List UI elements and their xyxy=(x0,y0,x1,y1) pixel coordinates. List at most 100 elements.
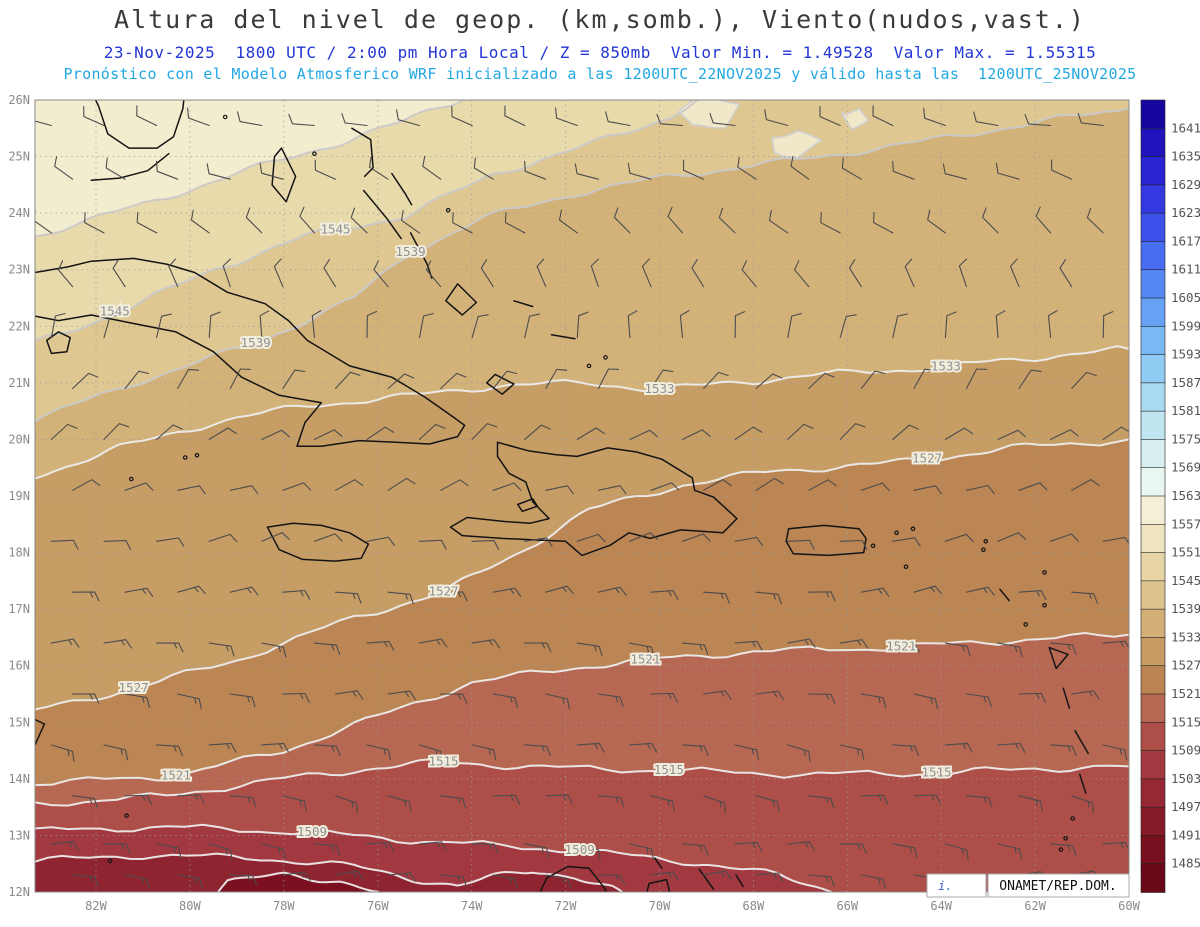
wind-barb xyxy=(136,211,158,234)
wind-barb xyxy=(734,536,764,547)
wind-barb xyxy=(418,744,443,762)
wind-barb xyxy=(156,537,185,547)
wind-barb xyxy=(839,539,868,550)
island-dot xyxy=(870,543,876,549)
colorbar-segment xyxy=(1140,552,1166,582)
wind-barb xyxy=(259,310,270,339)
wind-barb xyxy=(860,874,887,890)
wind-barb xyxy=(769,209,789,234)
colorbar-label: 1509 xyxy=(1171,743,1200,758)
wind-barb xyxy=(892,424,920,440)
coastline xyxy=(45,331,71,355)
lat-axis-label: 16N xyxy=(8,659,30,673)
wind-barb xyxy=(892,843,918,859)
wind-barb xyxy=(313,642,341,656)
wind-barb xyxy=(366,744,392,761)
wind-barb xyxy=(892,313,909,339)
contour-label: 1527 xyxy=(119,680,149,695)
colorbar-segment xyxy=(1140,382,1166,412)
wind-barb xyxy=(913,485,943,495)
shade-band xyxy=(35,108,1129,479)
wind-barb xyxy=(1071,690,1100,700)
wind-barb xyxy=(958,258,968,288)
wind-barb xyxy=(418,539,447,550)
colorbar-label: 1623 xyxy=(1171,205,1200,220)
wind-barb xyxy=(703,591,730,604)
contour-label: 1545 xyxy=(320,222,350,237)
shade-band xyxy=(35,100,1129,422)
wind-barb xyxy=(440,372,467,390)
wind-barb xyxy=(50,638,80,648)
island-dot xyxy=(983,538,989,544)
wind-barb xyxy=(334,870,364,880)
wind-barb xyxy=(1018,369,1042,390)
wind-barb xyxy=(136,105,158,127)
island-dot xyxy=(312,151,317,157)
lon-axis-label: 74W xyxy=(461,899,483,913)
contour-line xyxy=(35,100,699,342)
wind-barb xyxy=(1018,482,1048,491)
wind-barb xyxy=(755,373,783,390)
island-dot xyxy=(1042,570,1047,575)
wind-barb xyxy=(524,843,550,859)
wind-barb xyxy=(734,426,763,440)
wind-barb xyxy=(1009,258,1020,288)
wind-barb xyxy=(629,742,658,753)
wind-barb xyxy=(1102,536,1129,545)
colorbar-segment xyxy=(1140,127,1166,158)
wind-barb xyxy=(323,259,337,288)
lat-axis-label: 25N xyxy=(8,150,30,164)
wind-barb xyxy=(860,370,886,390)
wind-barb xyxy=(1102,841,1129,851)
contour-label: 1509 xyxy=(565,842,595,857)
wind-barb xyxy=(734,311,746,339)
logo-box xyxy=(926,873,987,898)
wind-barb xyxy=(504,105,526,127)
colorbar-label: 1557 xyxy=(1171,516,1200,531)
colorbar-label: 1491 xyxy=(1171,827,1200,842)
high-patch xyxy=(841,107,870,131)
colorbar-segment xyxy=(1140,297,1166,328)
wind-barb xyxy=(313,843,341,856)
wind-barb xyxy=(995,162,1020,180)
wind-barb xyxy=(965,368,988,390)
wind-barb xyxy=(650,692,679,703)
wind-barb xyxy=(872,105,894,127)
wind-barb xyxy=(860,693,887,708)
wind-barb xyxy=(155,160,179,180)
wind-barb xyxy=(808,591,836,602)
lon-axis-label: 64W xyxy=(930,899,952,913)
wind-barb xyxy=(913,693,939,710)
wind-barb xyxy=(1018,795,1043,812)
wind-barb xyxy=(440,874,467,887)
colorbar-segment xyxy=(1140,693,1166,724)
coastline xyxy=(485,373,515,395)
wind-barb xyxy=(288,113,315,127)
wind-barb xyxy=(400,209,421,234)
wind-barb xyxy=(629,642,655,658)
wind-barb xyxy=(282,795,307,812)
coastline xyxy=(391,172,413,206)
wind-barb xyxy=(299,206,315,234)
wind-barb xyxy=(50,423,78,440)
contour-label: 1533 xyxy=(931,359,961,374)
wind-barb xyxy=(839,423,866,440)
colorbar-segment xyxy=(1140,665,1166,695)
colorbar-label: 1533 xyxy=(1171,629,1200,644)
wind-barb xyxy=(703,479,732,491)
wind-barb xyxy=(261,843,286,860)
coastline xyxy=(1048,646,1069,670)
colorbar-label: 1641 xyxy=(1171,120,1200,135)
contour-label: 1539 xyxy=(396,244,426,259)
value-min: Valor Min. = 1.49528 xyxy=(670,43,874,62)
island-dot xyxy=(124,813,129,818)
wind-barb xyxy=(1077,112,1104,127)
island-dot xyxy=(894,530,899,536)
wind-barb xyxy=(366,426,395,440)
wind-barb xyxy=(1086,207,1104,234)
colorbar-segment xyxy=(1140,410,1166,441)
wind-barb xyxy=(982,207,999,234)
wind-barb xyxy=(839,639,869,649)
coastline xyxy=(449,441,738,557)
wind-barb xyxy=(471,744,497,761)
